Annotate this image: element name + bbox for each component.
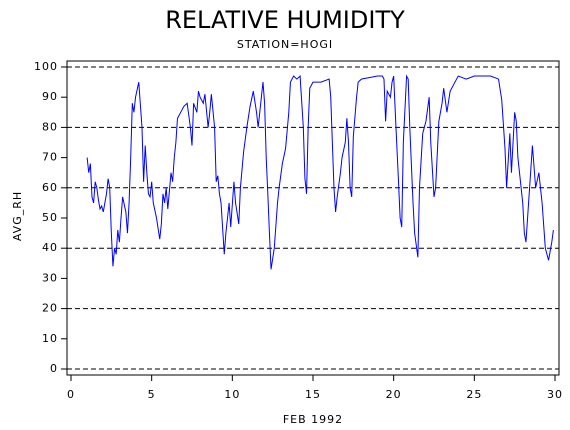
data-line [86,74,554,270]
y-tick-label: 70 [42,151,58,164]
y-axis-label: AVG_RH [11,191,24,241]
y-tick-label: 0 [50,362,58,375]
chart-subtitle: STATION=HOGI [237,38,333,51]
y-tick-label: 40 [42,241,58,254]
x-tick-label: 0 [67,388,75,401]
y-tick-label: 10 [42,332,58,345]
y-tick-label: 100 [34,60,58,73]
y-tick-label: 20 [42,302,58,315]
x-tick-label: 30 [547,388,563,401]
x-tick-label: 5 [148,388,156,401]
chart-title: RELATIVE HUMIDITY [165,6,405,34]
x-tick-label: 15 [305,388,321,401]
y-tick-label: 80 [42,120,58,133]
x-tick-label: 25 [466,388,482,401]
x-tick-label: 10 [224,388,240,401]
y-tick-label: 30 [42,271,58,284]
y-tick-label: 50 [42,211,58,224]
x-axis-label: FEB 1992 [283,413,343,426]
x-tick-label: 20 [386,388,402,401]
y-tick-label: 60 [42,181,58,194]
y-tick-label: 90 [42,90,58,103]
